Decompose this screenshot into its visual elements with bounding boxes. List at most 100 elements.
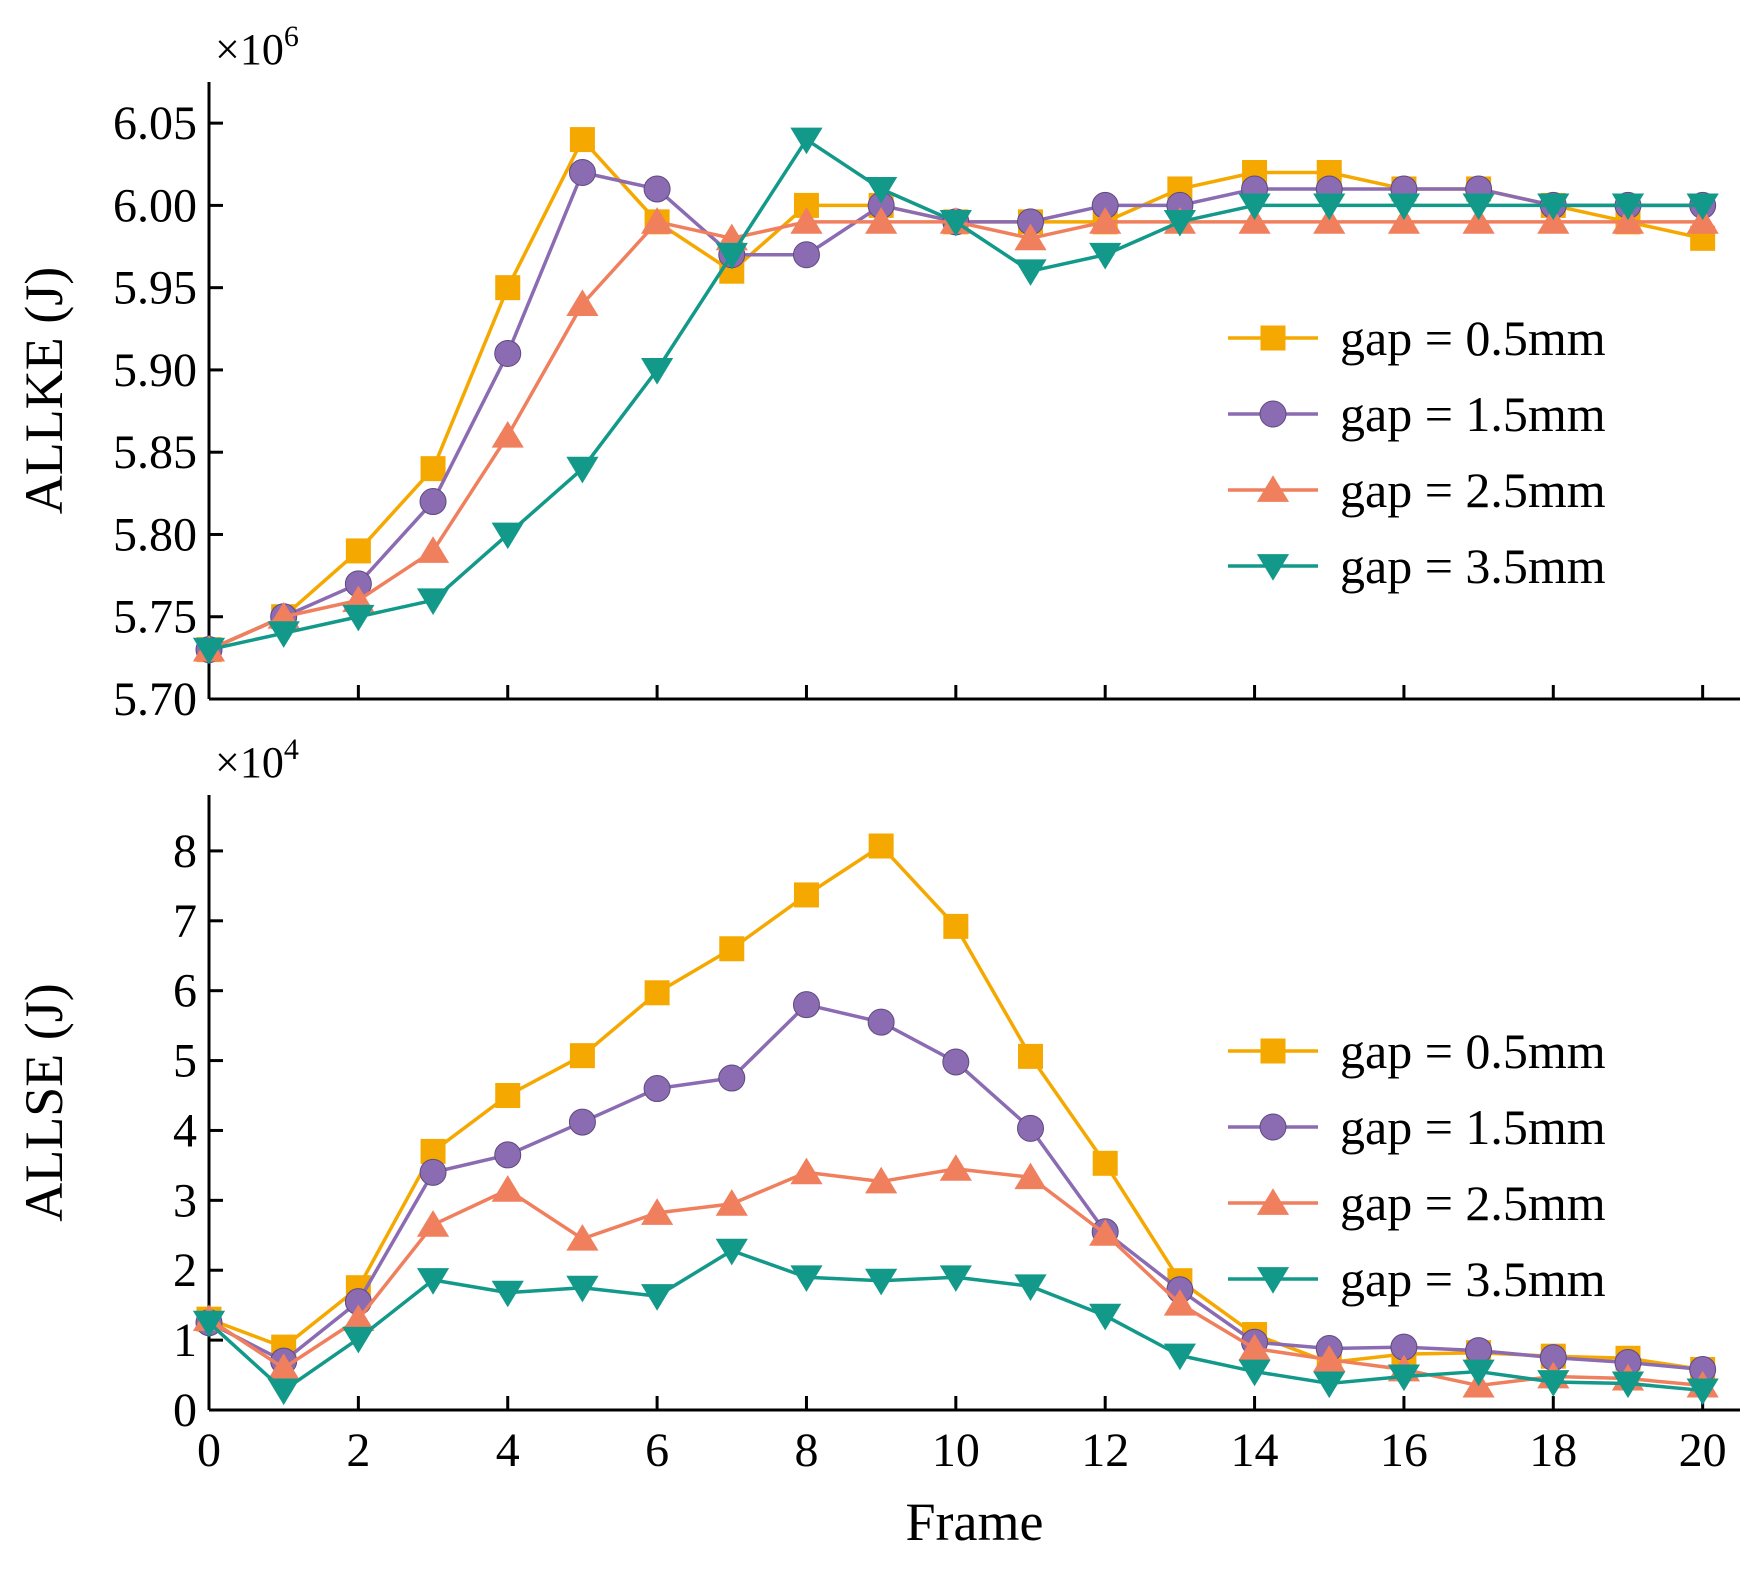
ke-data-point <box>1387 193 1421 221</box>
se-legend-entry: gap = 2.5mm <box>1228 1175 1606 1231</box>
ke-data-point <box>416 536 450 563</box>
se-data-point <box>566 1275 599 1303</box>
se-data-point <box>640 1198 674 1225</box>
se-data-point <box>416 1268 450 1295</box>
se-data-point <box>416 1210 450 1237</box>
ke-data-point <box>1313 193 1346 221</box>
se-y-tick-label: 7 <box>173 895 197 948</box>
ke-legend-label: gap = 1.5mm <box>1340 386 1606 442</box>
ke-data-point <box>1238 193 1271 221</box>
se-legend-entry: gap = 0.5mm <box>1228 1023 1606 1079</box>
se-data-point <box>865 1166 898 1194</box>
ke-data-point <box>192 637 226 665</box>
ke-data-point <box>865 207 898 234</box>
ke-data-point <box>790 207 823 234</box>
se-data-point <box>1238 1333 1271 1361</box>
ke-y-tick-label: 5.90 <box>113 344 197 397</box>
ke-data-point <box>1462 207 1495 234</box>
se-y-tick-label: 1 <box>173 1314 197 1367</box>
se-legend-label: gap = 0.5mm <box>1340 1023 1606 1079</box>
se-data-point <box>342 1304 375 1332</box>
se-data-point <box>1387 1364 1421 1392</box>
se-data-point <box>1089 1303 1122 1331</box>
ke-data-point <box>420 456 446 482</box>
se-y-tick-label: 8 <box>173 825 197 878</box>
ke-y-tick-label: 5.70 <box>113 673 197 726</box>
se-data-point <box>494 1141 522 1169</box>
ke-legend-label: gap = 2.5mm <box>1340 462 1606 518</box>
ke-data-point <box>1387 207 1421 234</box>
se-legend-swatch-marker <box>1256 1267 1290 1294</box>
se-x-tick-label: 0 <box>197 1424 221 1477</box>
se-data-point <box>1313 1344 1346 1372</box>
se-data-point <box>715 1189 748 1216</box>
ke-legend: gap = 0.5mm gap = 1.5mm gap = 2.5mm gap = 3… <box>1228 310 1606 594</box>
se-legend-entry: gap = 3.5mm <box>1228 1251 1606 1307</box>
ke-legend-swatch-marker <box>1256 554 1290 581</box>
se-multiplier-label: ×104 <box>215 733 299 787</box>
se-data-point <box>790 1157 823 1185</box>
ke-data-point <box>865 177 898 204</box>
se-y-tick-label: 5 <box>173 1035 197 1088</box>
se-x-tick-label: 2 <box>346 1424 370 1477</box>
se-data-point <box>1163 1343 1196 1371</box>
se-data-point <box>943 913 969 939</box>
se-data-point <box>718 1064 746 1092</box>
ke-legend-entry: gap = 0.5mm <box>1228 310 1606 366</box>
se-x-tick-label: 20 <box>1679 1424 1727 1477</box>
ke-data-point <box>790 127 823 155</box>
ke-y-axis-label: ALLKE (J) <box>14 267 74 514</box>
se-x-tick-label: 16 <box>1380 1424 1428 1477</box>
se-data-point <box>1017 1114 1045 1142</box>
ke-data-point <box>568 158 596 186</box>
ke-y-tick-label: 6.00 <box>113 179 197 232</box>
se-data-point <box>568 1108 596 1136</box>
se-data-point <box>1092 1150 1118 1176</box>
se-y-tick-label: 6 <box>173 965 197 1018</box>
ke-data-point <box>491 421 524 448</box>
se-x-tick-label: 10 <box>932 1424 980 1477</box>
ke-data-point <box>416 588 450 615</box>
ke-data-point <box>267 621 300 648</box>
ke-data-point <box>569 127 595 153</box>
ke-data-point <box>566 456 599 484</box>
se-data-point <box>192 1310 226 1338</box>
ke-data-point <box>1686 193 1719 221</box>
se-legend-entry: gap = 1.5mm <box>1228 1099 1606 1155</box>
ke-y-tick-label: 6.05 <box>113 97 197 150</box>
se-data-point <box>342 1326 375 1354</box>
ke-data-point <box>1163 209 1196 237</box>
ke-data-point <box>1089 207 1122 234</box>
se-x-tick-label: 12 <box>1081 1424 1129 1477</box>
ke-legend-entry: gap = 1.5mm <box>1228 386 1606 442</box>
se-data-point <box>790 1265 823 1292</box>
se-data-point <box>867 1008 895 1036</box>
ke-series-3 <box>192 127 1719 665</box>
se-data-point <box>1686 1378 1719 1406</box>
se-x-tick-label: 6 <box>645 1424 669 1477</box>
se-data-point <box>495 1083 521 1109</box>
se-y-tick-label: 2 <box>173 1244 197 1297</box>
ke-y-tick-label: 5.75 <box>113 591 197 644</box>
se-data-point <box>419 1158 447 1186</box>
se-data-point <box>640 1284 674 1311</box>
se-data-point <box>793 882 819 908</box>
se-x-tick-label: 4 <box>496 1424 520 1477</box>
se-data-point <box>491 1175 524 1202</box>
se-legend-swatch-marker <box>1260 1038 1286 1064</box>
chart-ke: 5.70 5.75 5.80 5.85 5.90 5.95 6.00 6.05 ×106 ALLK… <box>14 20 1740 726</box>
ke-legend-entry: gap = 3.5mm <box>1228 538 1606 594</box>
se-data-point <box>1611 1371 1645 1399</box>
ke-data-point <box>1537 207 1570 234</box>
se-data-point <box>569 1043 595 1069</box>
se-data-point <box>566 1224 599 1251</box>
ke-data-point <box>643 175 671 203</box>
ke-legend-label: gap = 3.5mm <box>1340 538 1606 594</box>
ke-y-tick-label: 5.95 <box>113 262 197 315</box>
ke-y-tick-label: 5.80 <box>113 508 197 561</box>
ke-data-point <box>345 538 371 564</box>
se-data-point <box>719 936 745 962</box>
se-y-tick-label: 3 <box>173 1174 197 1227</box>
se-x-tick-label: 18 <box>1529 1424 1577 1477</box>
se-data-point <box>267 1353 300 1380</box>
